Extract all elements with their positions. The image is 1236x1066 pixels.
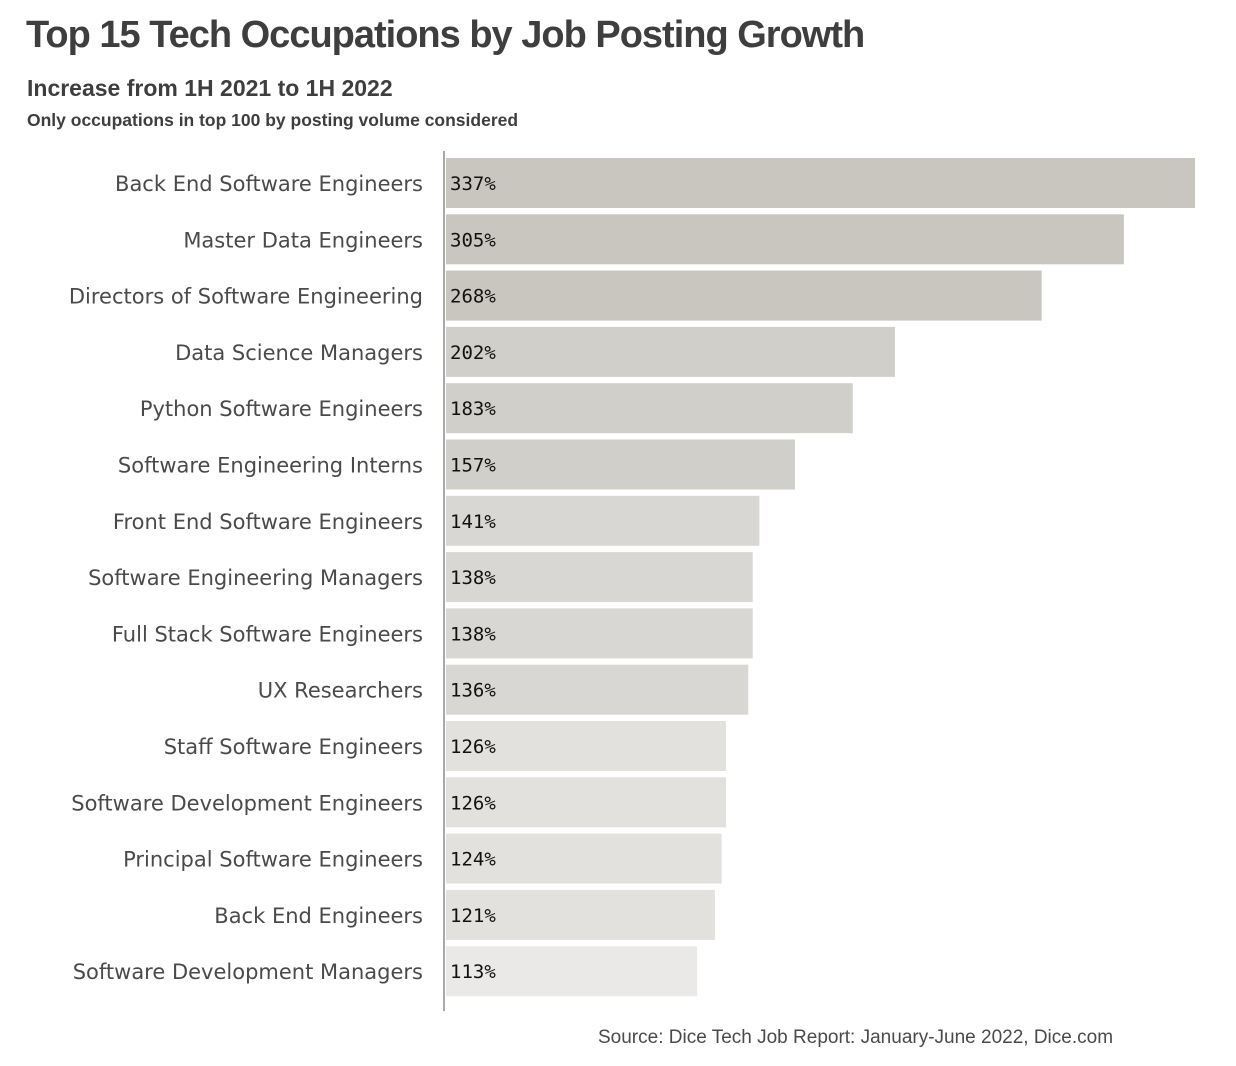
value-label: 183% (450, 398, 496, 420)
category-label: Front End Software Engineers (113, 510, 423, 534)
value-label: 138% (450, 623, 496, 645)
category-label: Directors of Software Engineering (69, 285, 423, 309)
bar (446, 833, 722, 884)
category-label: Full Stack Software Engineers (112, 622, 423, 646)
value-label: 268% (450, 286, 496, 308)
value-label: 138% (450, 567, 496, 589)
bar (446, 270, 1042, 321)
category-label: Back End Engineers (214, 904, 423, 928)
category-label: Software Engineering Interns (118, 454, 423, 478)
bar (446, 608, 753, 659)
bar (446, 214, 1124, 265)
chart-source: Source: Dice Tech Job Report: January-Ju… (598, 1027, 1114, 1048)
category-label: UX Researchers (258, 679, 423, 703)
category-label: Principal Software Engineers (123, 848, 423, 872)
value-label: 136% (450, 680, 496, 702)
category-label: Software Engineering Managers (88, 566, 423, 590)
category-label: Staff Software Engineers (164, 735, 423, 759)
category-label: Back End Software Engineers (115, 172, 423, 196)
value-label: 113% (450, 961, 496, 983)
chart-title: Top 15 Tech Occupations by Job Posting G… (26, 14, 865, 56)
value-label: 202% (450, 342, 496, 364)
bar (446, 946, 698, 997)
bar (446, 552, 753, 603)
category-label: Software Development Engineers (71, 791, 423, 815)
category-label: Python Software Engineers (140, 397, 423, 421)
value-label: 157% (450, 455, 496, 477)
bar (446, 777, 727, 828)
bar (446, 495, 760, 546)
bar (446, 889, 715, 940)
value-label: 121% (450, 905, 496, 927)
category-label: Master Data Engineers (183, 228, 423, 252)
value-label: 305% (450, 229, 496, 251)
bar (446, 664, 749, 715)
value-label: 141% (450, 511, 496, 533)
category-label: Data Science Managers (175, 341, 423, 365)
bar (446, 721, 727, 771)
category-label: Software Development Managers (73, 960, 423, 984)
bar (446, 326, 895, 377)
bar (446, 383, 853, 434)
value-label: 124% (450, 849, 496, 871)
value-label: 126% (450, 736, 496, 758)
value-label: 337% (450, 173, 496, 195)
chart-note: Only occupations in top 100 by posting v… (27, 110, 519, 130)
value-label: 126% (450, 792, 496, 814)
bar (446, 158, 1195, 208)
chart-subtitle: Increase from 1H 2021 to 1H 2022 (27, 75, 393, 101)
bar (446, 439, 795, 490)
